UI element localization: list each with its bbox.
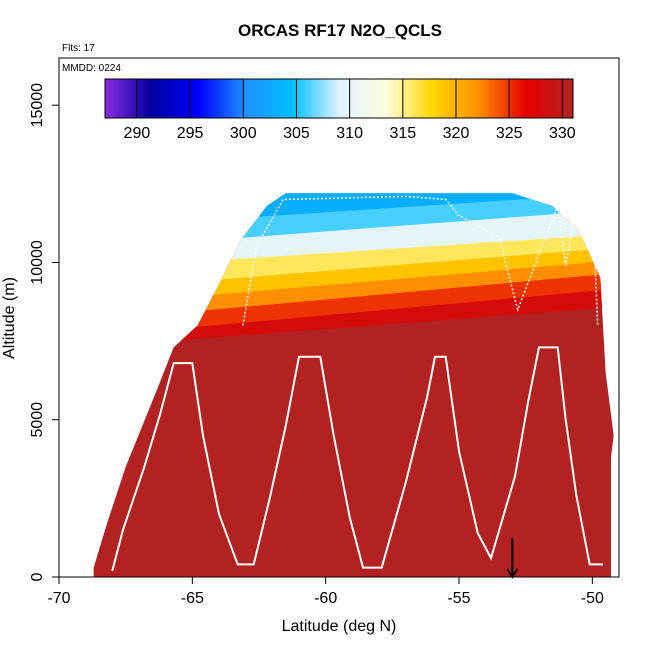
- colorbar-tick-label: 290: [124, 125, 151, 142]
- date-label: MMDD: 0224: [62, 63, 121, 74]
- x-tick-label: -50: [581, 590, 604, 607]
- colorbar-tick-label: 330: [549, 125, 576, 142]
- colorbar-tick-label: 295: [177, 125, 204, 142]
- x-tick-label: -60: [314, 590, 337, 607]
- colorbar-frame: [104, 78, 574, 119]
- colorbar-tick-label: 300: [230, 125, 257, 142]
- y-axis: 0 5000 10000 15000: [29, 83, 60, 581]
- position-arrow: [506, 538, 519, 579]
- flight-track-upper: [242, 195, 599, 326]
- colorbar-tick-label: 310: [336, 125, 363, 142]
- y-tick-label: 0: [29, 572, 46, 581]
- flights-label: Flts: 17: [62, 43, 95, 54]
- x-tick-label: -70: [47, 590, 70, 607]
- colorbar-tick-label: 320: [443, 125, 470, 142]
- y-tick-label: 15000: [29, 83, 46, 128]
- arrow-head: [506, 568, 519, 579]
- x-tick-label: -65: [181, 590, 204, 607]
- colorbar: 290 295 300 305 310 315 320 325 330: [104, 78, 576, 142]
- x-axis-label: Latitude (deg N): [282, 618, 397, 635]
- x-axis: -70 -65 -60 -55 -50: [47, 576, 604, 607]
- chart-title: ORCAS RF17 N2O_QCLS: [238, 21, 442, 40]
- colorbar-tick-label: 305: [283, 125, 310, 142]
- colorbar-tick-label: 315: [389, 125, 416, 142]
- x-tick-label: -55: [447, 590, 470, 607]
- y-axis-label: Altitude (m): [1, 277, 18, 359]
- colorbar-tick-label: 325: [496, 125, 523, 142]
- colorbar-gradient: [105, 79, 573, 118]
- flight-tracks: [111, 195, 603, 571]
- y-tick-label: 5000: [29, 402, 46, 438]
- flight-track-lower: [111, 346, 603, 571]
- y-tick-label: 10000: [29, 240, 46, 285]
